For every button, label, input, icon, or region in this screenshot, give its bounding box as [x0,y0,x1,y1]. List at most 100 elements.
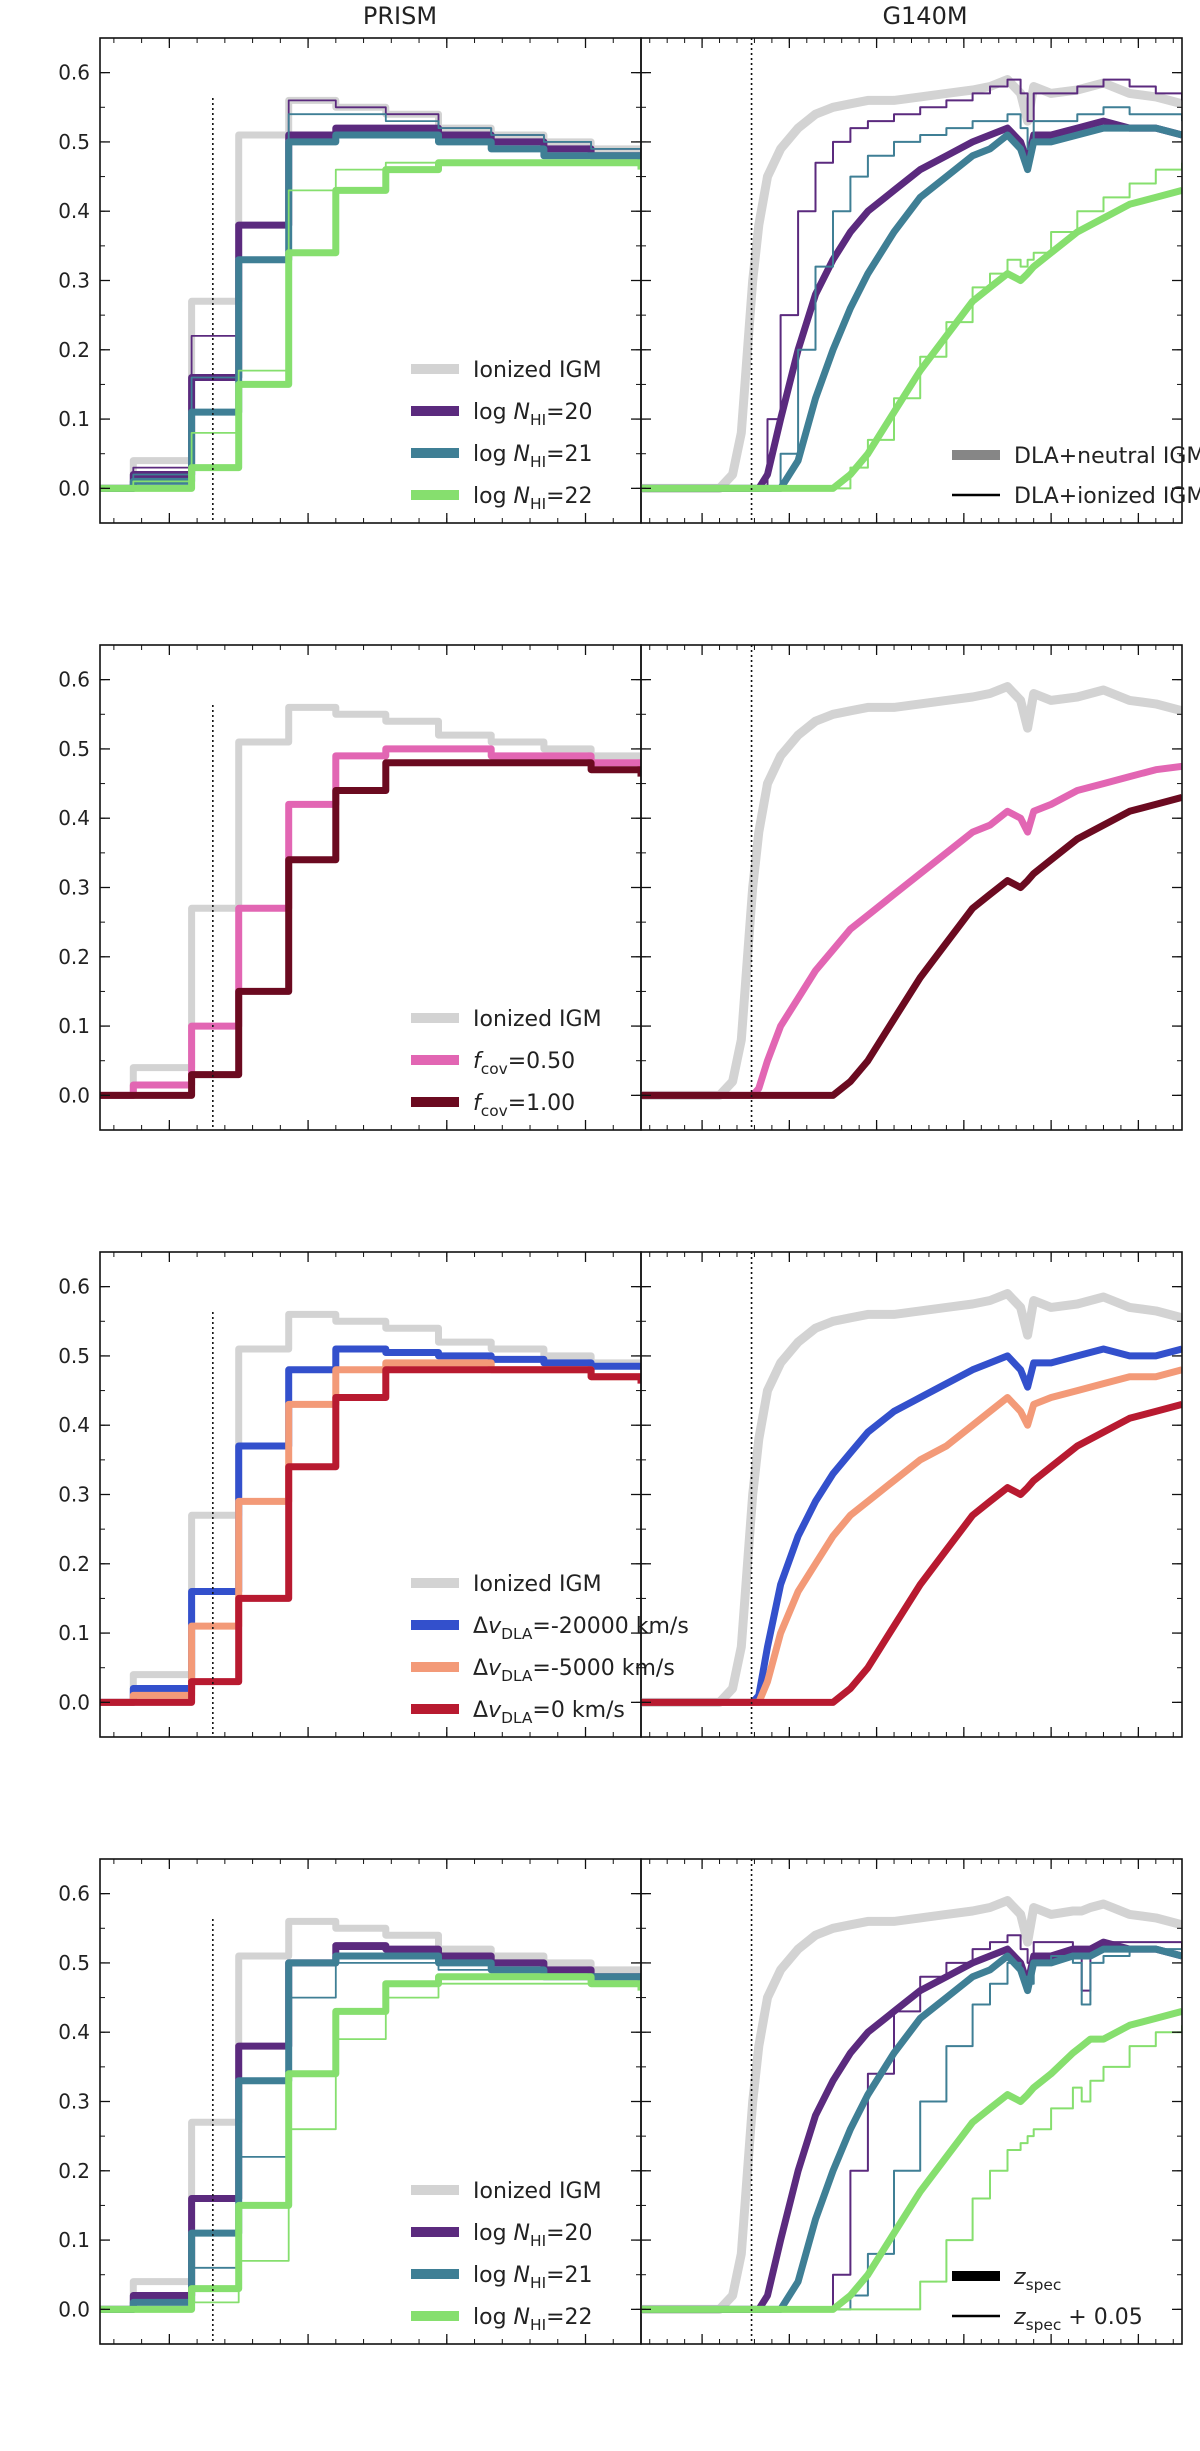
text-part-label_post: + 0.05 [1061,2305,1142,2330]
text-part-label_pre: log [473,484,514,509]
legend-label: log NHI=22 [473,2305,593,2334]
text-part-italic: N [514,484,530,509]
series-line-3 [100,113,641,490]
text-part-sub: cov [481,1102,508,1120]
text-part-label_post: =0.50 [508,1049,575,1074]
plot-area [100,96,641,523]
y-tick-label: 0.5 [58,1951,90,1975]
y-tick-label: 0.4 [58,2020,90,2044]
text-part-label_pre: Δ [473,1698,488,1723]
legend-label: Ionized IGM [473,1007,602,1032]
series-line-2 [100,759,641,1099]
series-line-6 [100,159,641,492]
text-part-italic: N [514,400,530,425]
text-part-italic: f [473,1049,484,1074]
legend-label: Ionized IGM [473,1572,602,1597]
y-tick-label: 0.3 [58,2090,90,2114]
series-line-1 [641,1345,1182,1706]
series-line-0 [100,1310,641,1706]
plot-area [100,703,641,1130]
legend-label: log NHI=21 [473,2263,593,2292]
panel-frame [640,1251,1183,1738]
series-line-6 [100,1982,641,2311]
panel-frame [640,644,1183,1131]
text-part-sub: spec [1026,2316,1062,2334]
text-part-label_post: =1.00 [508,1091,575,1116]
text-part-label_post: =21 [546,442,592,467]
legend-label: ΔvDLA=0 km/s [473,1698,625,1727]
y-tick-label: 0.1 [58,1621,90,1645]
series-line-0 [100,1917,641,2313]
y-tick-label: 0.2 [58,2159,90,2183]
legend-label: ΔvDLA=-20000 km/s [473,1614,689,1643]
y-tick-label: 0.4 [58,806,90,830]
y-tick-label: 0.0 [58,1083,90,1107]
text-part-italic: N [514,2221,530,2246]
legend-label: Ionized IGM [473,358,602,383]
series-line-2 [100,1948,641,2311]
series-line-3 [641,124,1182,492]
series-line-0 [641,682,1182,1100]
legend-label: log NHI=20 [473,400,593,429]
text-part-label_pre: Δ [473,1656,488,1681]
panel-g140m-row-1 [640,644,1183,1131]
y-tick-label: 0.6 [58,668,90,692]
plot-area [100,1917,641,2344]
series-line-2 [641,78,1182,490]
text-part-label_post: =22 [546,2305,592,2330]
legend: Ionized IGM ΔvDLA=-20000 km/s ΔvDLA=-5000 … [411,1572,689,1727]
legend: DLA+neutral IGM DLA+ionized IGM [952,444,1200,509]
y-tick-label: 0.3 [58,876,90,900]
text-part-label_pre: Ionized IGM [473,1007,602,1032]
text-part-label_pre: log [473,2221,514,2246]
series-line-4 [641,1948,1182,2311]
text-part-sub: DLA [501,1709,533,1727]
text-part-italic: z [1013,2265,1026,2290]
text-part-italic: v [488,1656,502,1681]
series-line-2 [641,794,1182,1099]
text-part-italic: v [488,1698,502,1723]
plot-area [641,1859,1182,2344]
series-line-2 [100,124,641,492]
text-part-sub: HI [530,2274,546,2292]
legend-label: log NHI=22 [473,484,593,513]
y-tick-label: 0.1 [58,2228,90,2252]
series-line-0 [100,703,641,1099]
column-title-prism: PRISM [363,2,437,30]
text-part-sub: HI [530,495,546,513]
series-line-1 [641,1938,1182,2313]
panel-frame [640,1858,1183,2345]
y-tick-label: 0.0 [58,476,90,500]
y-tick-label: 0.5 [58,130,90,154]
text-part-label_post: =20 [546,2221,592,2246]
text-part-label_pre: Δ [473,1614,488,1639]
series-line-5 [100,1973,641,2313]
legend-label: ΔvDLA=-5000 km/s [473,1656,675,1685]
series-line-3 [641,1945,1182,2313]
series-line-2 [100,1359,641,1706]
series-line-2 [641,1934,1182,2311]
y-tick-label: 0.4 [58,199,90,223]
text-part-sub: spec [1026,2276,1062,2294]
text-part-italic: N [514,442,530,467]
text-part-label_pre: log [473,442,514,467]
panel-g140m-row-2 [640,1251,1183,1738]
y-tick-label: 0.5 [58,1344,90,1368]
y-tick-label: 0.6 [58,61,90,85]
series-line-1 [100,745,641,1099]
text-part-label_pre: DLA+neutral IGM [1014,444,1200,469]
y-tick-label: 0.1 [58,407,90,431]
series-line-1 [641,762,1182,1099]
y-tick-label: 0.1 [58,1014,90,1038]
text-part-sub: DLA [501,1667,533,1685]
y-tick-label: 0.6 [58,1275,90,1299]
y-tick-label: 0.2 [58,945,90,969]
text-part-sub: DLA [501,1625,533,1643]
y-tick-label: 0.3 [58,1483,90,1507]
